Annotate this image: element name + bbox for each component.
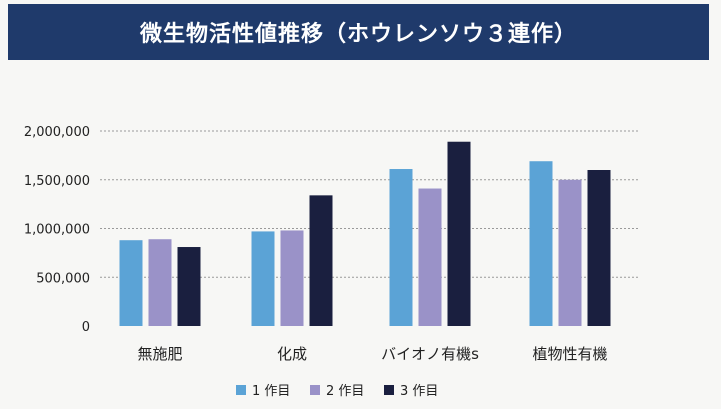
bar — [119, 240, 143, 326]
bar — [389, 169, 413, 326]
y-tick-label: 0 — [82, 320, 90, 335]
bar — [148, 239, 172, 326]
bar — [251, 231, 275, 326]
bar — [587, 170, 611, 326]
bar — [280, 230, 304, 326]
category-label: 無施肥 — [137, 345, 182, 363]
legend-swatch — [236, 385, 246, 395]
bar — [529, 161, 553, 326]
title-bar: 微生物活性値推移（ホウレンソウ３連作） — [8, 4, 709, 60]
category-label: 化成 — [277, 345, 307, 363]
bar — [558, 179, 582, 326]
y-tick-label: 500,000 — [36, 271, 90, 286]
legend-label: 1 作目 — [252, 384, 290, 399]
y-tick-label: 2,000,000 — [24, 125, 90, 140]
bar — [418, 188, 442, 326]
legend-label: 3 作目 — [400, 384, 438, 399]
category-label: 植物性有機 — [532, 345, 607, 363]
y-tick-label: 1,500,000 — [24, 174, 90, 189]
y-tick-label: 1,000,000 — [24, 223, 90, 238]
legend-label: 2 作目 — [326, 384, 364, 399]
bar — [309, 195, 333, 326]
legend-swatch — [310, 385, 320, 395]
bar — [177, 247, 201, 326]
bar — [447, 141, 471, 326]
legend-swatch — [384, 385, 394, 395]
category-label: バイオノ有機s — [381, 345, 479, 363]
chart-title: 微生物活性値推移（ホウレンソウ３連作） — [139, 22, 577, 47]
